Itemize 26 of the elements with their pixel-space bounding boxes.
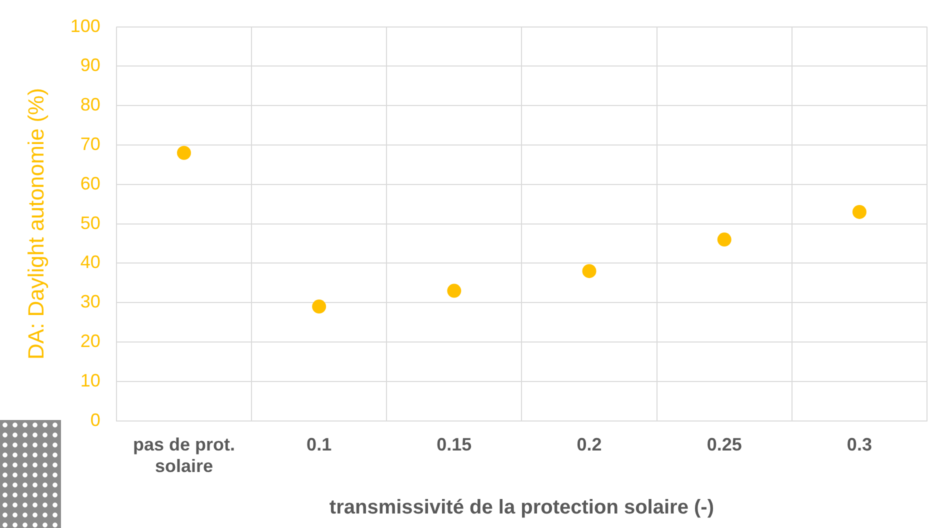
y-tick-label: 30 [80,292,100,312]
x-tick-label: 0.15 [436,434,472,455]
point [852,204,866,219]
y-tick-label: 40 [80,252,100,272]
point [312,300,326,314]
x-axis-title: transmissivité de la protection solaire (-) [329,496,714,519]
y-tick-label: 50 [80,212,100,233]
y-axis-title: DA: Daylight autonomie (%) [23,88,48,360]
point [582,264,596,278]
x-tick-label: 0.25 [706,434,742,455]
y-tick-label: 70 [80,134,100,154]
y-tick-label: 90 [80,55,100,76]
x-tick-label: 0.3 [846,434,872,455]
x-tick-label: 0.2 [576,434,602,455]
point [447,284,462,298]
category-label: pas de prot. [132,434,235,455]
y-tick-label: 0 [90,410,100,430]
point [176,146,191,160]
y-tick-label: 80 [80,94,100,115]
category-label: solaire [154,456,214,476]
y-tick-label: 60 [80,173,100,194]
x-tick-label: 0.1 [306,434,332,455]
point [717,232,732,247]
y-tick-label: 100 [70,16,100,36]
y-tick-label: 10 [80,370,100,390]
y-tick-label: 20 [80,330,100,351]
